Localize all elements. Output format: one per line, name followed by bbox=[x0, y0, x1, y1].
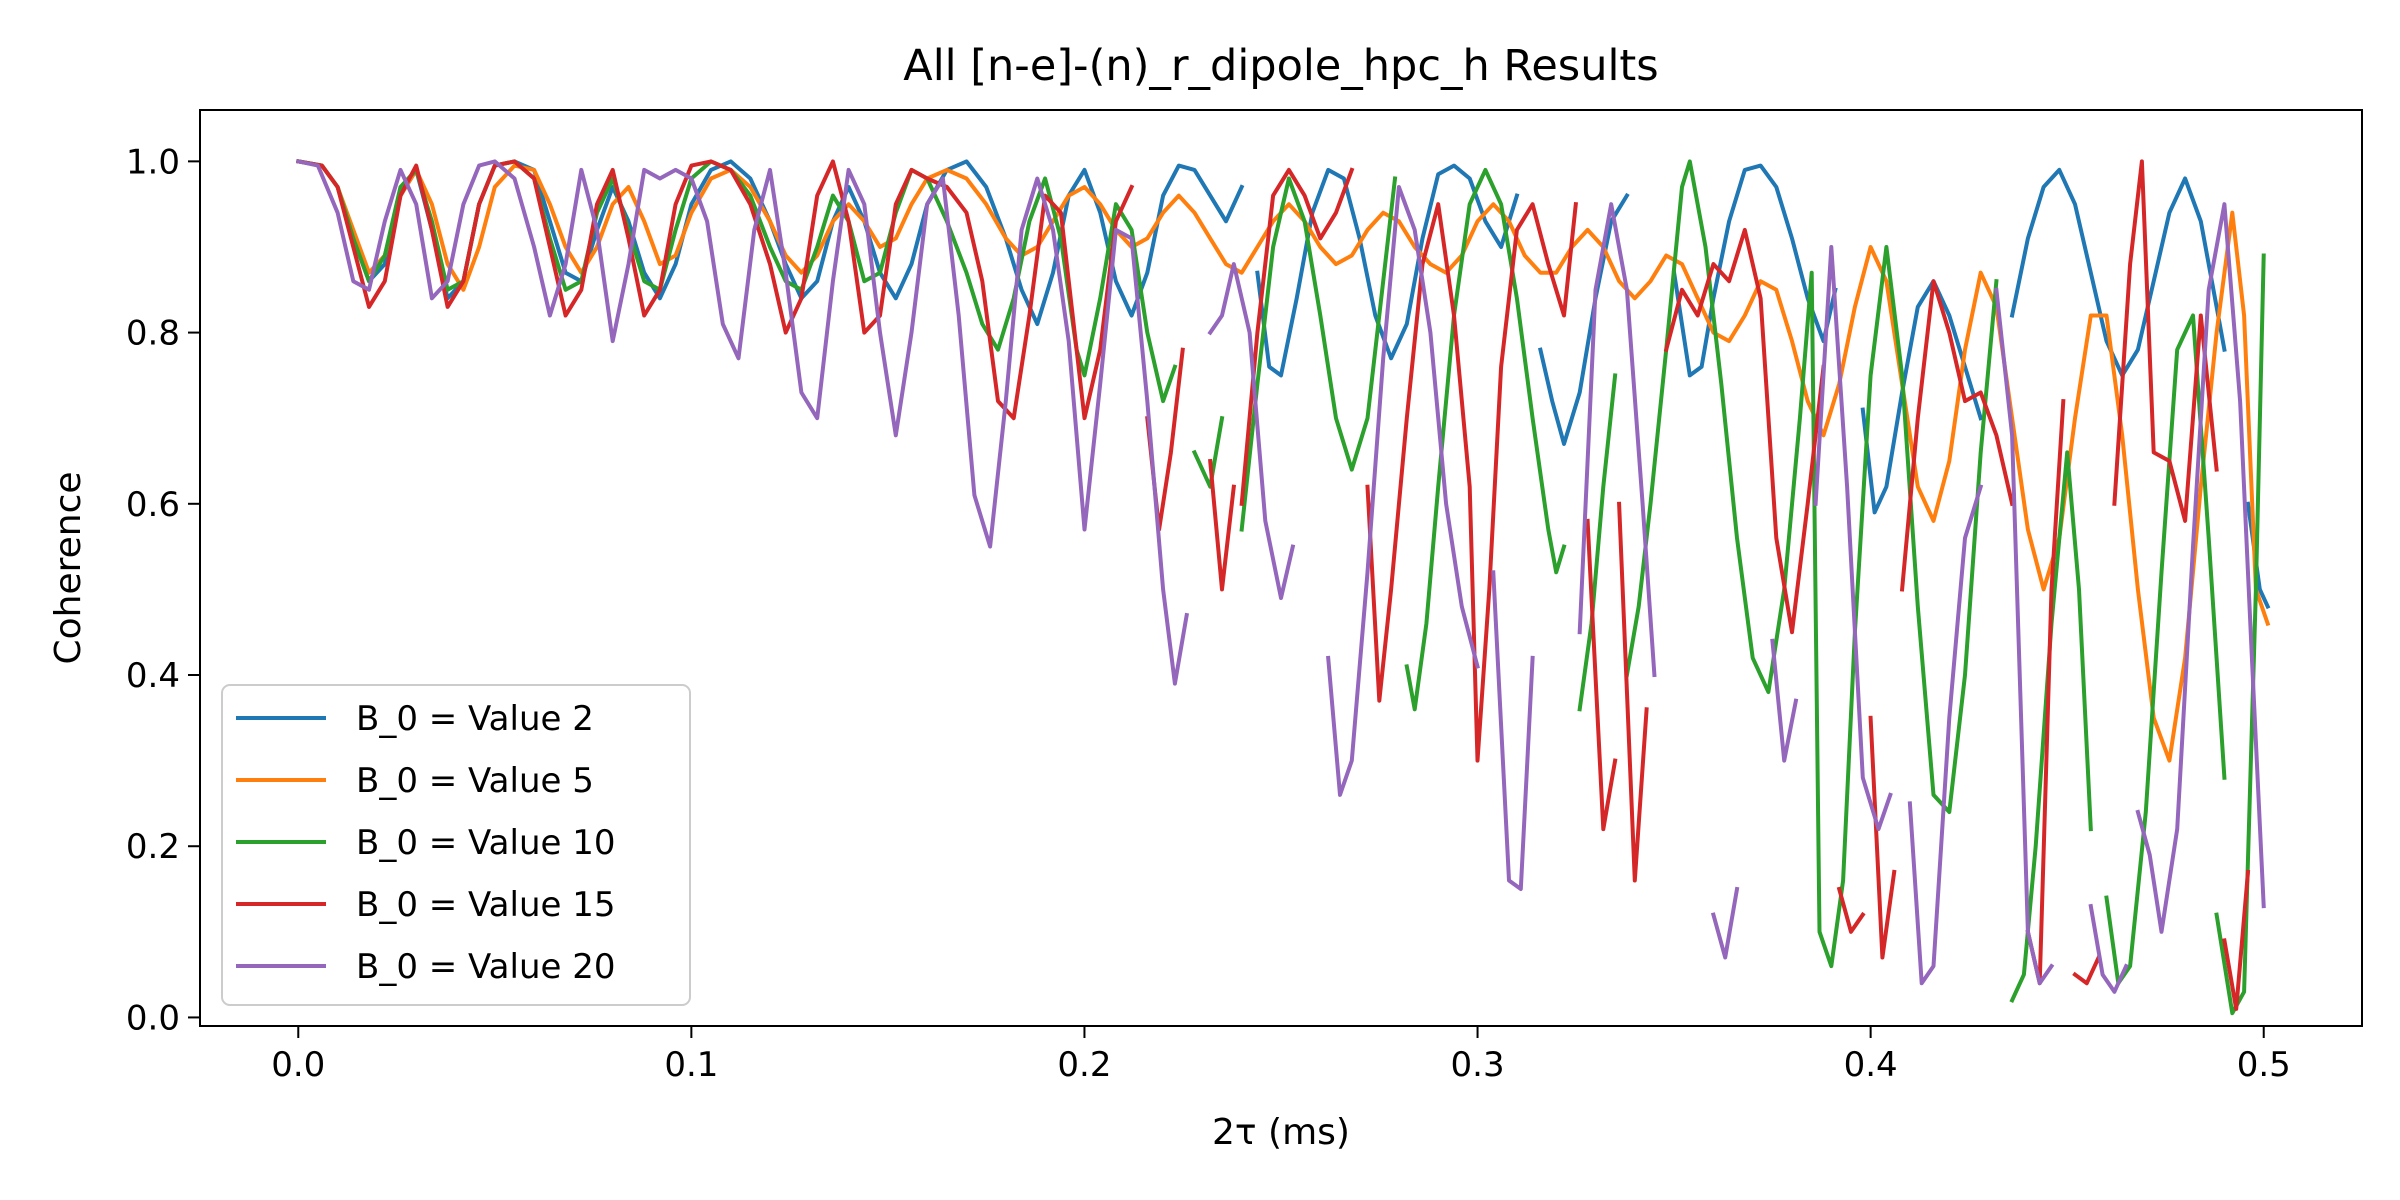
series-line-5 bbox=[295, 159, 2266, 994]
y-tick-label: 0.6 bbox=[126, 485, 180, 525]
series-segment bbox=[2214, 253, 2266, 1016]
series-segment bbox=[295, 159, 1190, 686]
x-axis-label: 2τ (ms) bbox=[1212, 1112, 1350, 1153]
y-tick-label: 0.2 bbox=[126, 827, 180, 867]
series-segment bbox=[1663, 227, 1826, 635]
x-tick-label: 0.1 bbox=[664, 1045, 718, 1085]
x-tick-label: 0.4 bbox=[1844, 1045, 1898, 1085]
plot-frame bbox=[199, 109, 2363, 1027]
series-segment bbox=[295, 159, 1178, 404]
chart-title: All [n-e]-(n)_r_dipole_hpc_h Results bbox=[903, 41, 1658, 91]
x-tick-label: 0.5 bbox=[2237, 1045, 2291, 1085]
axes: 0.0 0.1 0.2 0.3 0.4 0.5 0.0 0.2 0.4 0.6 0.8 1.0 bbox=[126, 142, 2291, 1085]
series-segment bbox=[1860, 279, 1984, 515]
series-segment bbox=[1365, 202, 1578, 763]
series-segment bbox=[1899, 279, 2015, 592]
series-segment bbox=[1624, 159, 1999, 969]
series-segment bbox=[1491, 570, 1535, 891]
series-segment bbox=[1207, 262, 1296, 600]
series-segment bbox=[1994, 287, 2055, 986]
series-segment bbox=[1239, 176, 1398, 532]
y-tick-label: 1.0 bbox=[126, 142, 180, 182]
x-tick-label: 0.3 bbox=[1451, 1045, 1505, 1085]
series-segment bbox=[1617, 501, 1649, 883]
series-segment bbox=[2072, 954, 2102, 986]
series-segment bbox=[1770, 638, 1799, 763]
x-tick-label: 0.0 bbox=[271, 1045, 325, 1085]
series-segment bbox=[1191, 415, 1225, 489]
series-segment bbox=[2222, 869, 2251, 1011]
legend: B_0 = Value 2 B_0 = Value 5 B_0 = Value 10… bbox=[221, 684, 691, 1006]
legend-label: B_0 = Value 5 bbox=[356, 761, 594, 801]
series-segment bbox=[1907, 484, 1984, 986]
series-segment bbox=[295, 159, 2271, 763]
series-segment bbox=[1208, 458, 1237, 592]
series-segment bbox=[1404, 167, 1567, 712]
series-segment bbox=[1538, 192, 1630, 446]
series-segment bbox=[1577, 202, 1657, 678]
series-segment bbox=[2088, 903, 2129, 994]
series-segment bbox=[1813, 245, 1893, 832]
series-segment bbox=[1836, 886, 1866, 934]
series-segment bbox=[1239, 167, 1355, 506]
y-tick-label: 0.8 bbox=[126, 314, 180, 354]
legend-label: B_0 = Value 20 bbox=[356, 947, 616, 987]
legend-box bbox=[221, 684, 691, 1006]
series-line-2 bbox=[295, 159, 2271, 763]
legend-label: B_0 = Value 10 bbox=[356, 823, 616, 863]
series-segment bbox=[1326, 185, 1480, 797]
y-tick-label: 0.0 bbox=[126, 998, 180, 1038]
legend-label: B_0 = Value 15 bbox=[356, 885, 616, 925]
series-segment bbox=[1710, 886, 1740, 960]
series-segment bbox=[1577, 373, 1618, 712]
series-segment bbox=[1585, 518, 1618, 832]
series-segment bbox=[2112, 159, 2219, 523]
plot-lines bbox=[295, 159, 2271, 1016]
series-segment bbox=[2135, 202, 2266, 934]
legend-label: B_0 = Value 2 bbox=[356, 699, 594, 739]
x-tick-label: 0.2 bbox=[1057, 1045, 1111, 1085]
y-axis-label: Coherence bbox=[48, 471, 89, 664]
series-line-4 bbox=[295, 159, 2251, 1011]
series-segment bbox=[1868, 715, 1897, 960]
y-tick-label: 0.4 bbox=[126, 656, 180, 696]
